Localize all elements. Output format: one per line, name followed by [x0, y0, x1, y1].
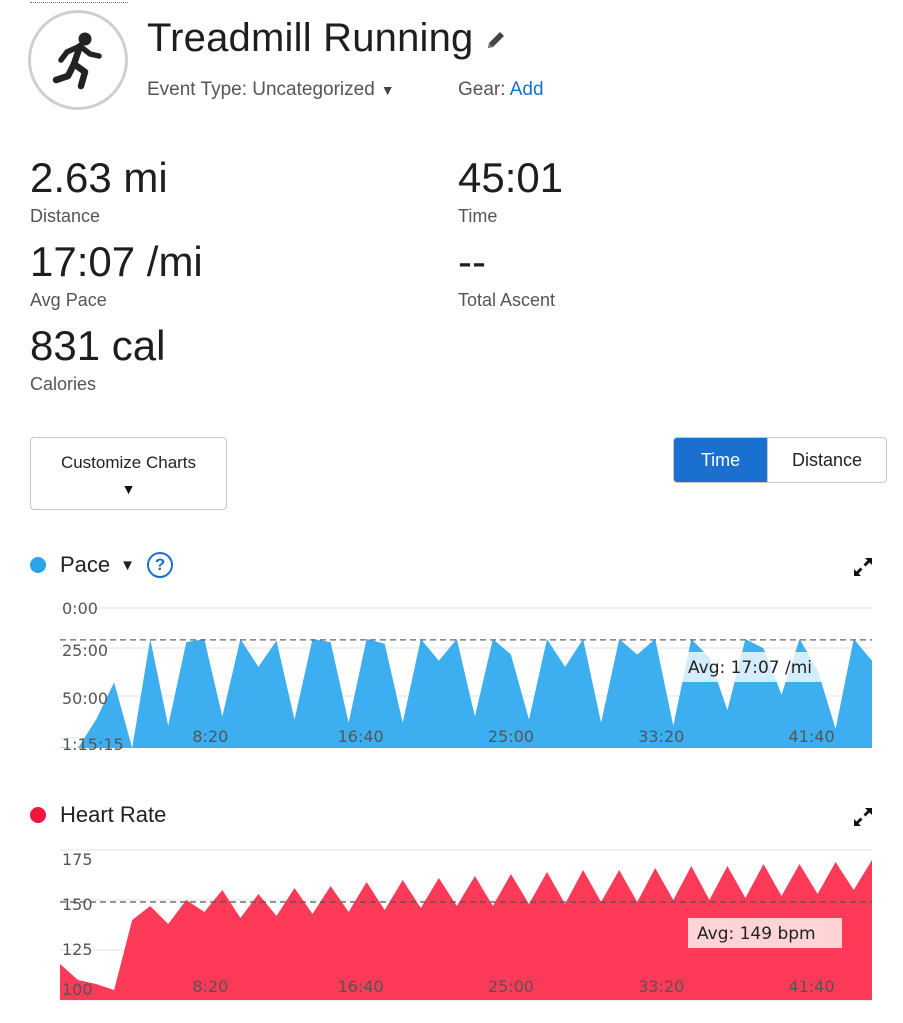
- pace-chart: 0:00 25:00 50:00 1:15:15 8:20 16:40 25:00 33:2…: [60, 599, 872, 754]
- heart-rate-legend-dot: [30, 807, 46, 823]
- gear-row: Gear: Add: [458, 79, 544, 101]
- hr-x-tick-label: 33:20: [638, 977, 684, 996]
- calories-label: Calories: [30, 374, 97, 394]
- heart-rate-x-tick-labels: 8:20 16:40 25:00 33:20 41:40: [192, 977, 834, 996]
- heart-rate-y-tick-labels: 100 125 150 175: [62, 850, 93, 999]
- stat-calories: 831 cal Calories: [30, 321, 165, 395]
- pace-y-tick-label: 50:00: [62, 689, 108, 708]
- question-circle-icon[interactable]: ?: [147, 552, 174, 578]
- toggle-distance-button[interactable]: Distance: [767, 438, 886, 482]
- hr-x-tick-label: 16:40: [338, 977, 384, 996]
- avg-pace-label: Avg Pace: [30, 290, 107, 310]
- stat-total-ascent: -- Total Ascent: [458, 237, 555, 311]
- customize-charts-button[interactable]: Customize Charts ▼: [30, 437, 227, 510]
- event-type-dropdown[interactable]: Event Type: Uncategorized ▼: [147, 79, 395, 101]
- heart-rate-chart-header: Heart Rate: [30, 802, 166, 828]
- pace-chart-title: Pace: [60, 552, 111, 577]
- calories-value: 831 cal: [30, 322, 166, 369]
- pace-x-tick-labels: 8:20 16:40 25:00 33:20 41:40: [192, 727, 834, 746]
- total-ascent-value: --: [458, 238, 486, 285]
- top-divider: [30, 2, 128, 3]
- heart-rate-average-label: Avg: 149 bpm: [697, 924, 816, 944]
- hr-x-tick-label: 8:20: [192, 977, 228, 996]
- pace-chart-header: Pace ▼ ?: [30, 552, 174, 578]
- pace-x-tick-label: 16:40: [338, 727, 384, 746]
- distance-value: 2.63 mi: [30, 154, 168, 201]
- caret-down-icon[interactable]: ▼: [120, 556, 136, 574]
- pace-x-tick-label: 25:00: [488, 727, 534, 746]
- event-type-label: Event Type: Uncategorized: [147, 79, 375, 100]
- heart-rate-chart-title: Heart Rate: [60, 802, 167, 827]
- pace-y-tick-label: 1:15:15: [62, 735, 124, 754]
- expand-arrows-icon[interactable]: [852, 806, 874, 833]
- stat-avg-pace: 17:07 /mi Avg Pace: [30, 237, 203, 311]
- pace-average-label-bg: [680, 652, 842, 682]
- caret-down-icon: ▼: [121, 481, 136, 497]
- hr-y-tick-label: 125: [62, 940, 93, 959]
- time-label: Time: [458, 206, 498, 226]
- pace-x-tick-label: 8:20: [192, 727, 228, 746]
- heart-rate-chart: 100 125 150 175 8:20 16:40 25:00 33:20 41:40 Av…: [60, 849, 872, 1001]
- hr-x-tick-label: 25:00: [488, 977, 534, 996]
- pace-legend-dot: [30, 557, 46, 573]
- pace-y-tick-label: 0:00: [62, 599, 98, 618]
- expand-arrows-icon[interactable]: [852, 556, 874, 583]
- hr-x-tick-label: 41:40: [789, 977, 835, 996]
- pace-average-label: Avg: 17:07 /mi: [688, 658, 812, 678]
- customize-charts-label: Customize Charts: [60, 453, 197, 472]
- activity-title[interactable]: Treadmill Running: [147, 16, 474, 60]
- stat-time: 45:01 Time: [458, 153, 563, 227]
- avg-pace-value: 17:07 /mi: [30, 238, 203, 285]
- hr-y-tick-label: 175: [62, 850, 93, 869]
- pace-x-tick-label: 33:20: [638, 727, 684, 746]
- total-ascent-label: Total Ascent: [458, 290, 556, 310]
- pace-x-tick-label: 41:40: [789, 727, 835, 746]
- caret-down-icon: ▼: [380, 82, 395, 98]
- pace-y-tick-labels: 0:00 25:00 50:00 1:15:15: [62, 599, 124, 754]
- title-row: Treadmill Running: [147, 14, 506, 62]
- time-value: 45:01: [458, 154, 564, 201]
- x-axis-toggle: Time Distance: [673, 437, 887, 483]
- pace-area-series: [60, 639, 872, 748]
- running-person-icon: [28, 10, 128, 110]
- heart-rate-area-series: [60, 860, 872, 1000]
- hr-y-tick-label: 100: [62, 980, 93, 999]
- hr-y-tick-label: 150: [62, 895, 93, 914]
- stat-distance: 2.63 mi Distance: [30, 153, 168, 227]
- pace-y-tick-label: 25:00: [62, 641, 108, 660]
- gear-add-link[interactable]: Add: [509, 79, 544, 100]
- toggle-time-button[interactable]: Time: [674, 438, 767, 482]
- pencil-icon[interactable]: [486, 30, 506, 50]
- heart-rate-average-label-bg: [688, 918, 842, 948]
- gear-label: Gear:: [458, 79, 510, 100]
- distance-label: Distance: [30, 206, 101, 226]
